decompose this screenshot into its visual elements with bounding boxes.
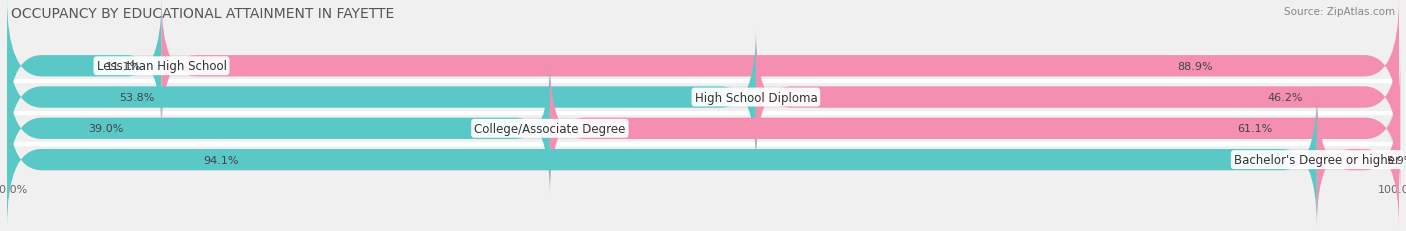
FancyBboxPatch shape [7, 93, 1317, 227]
FancyBboxPatch shape [7, 0, 1399, 134]
FancyBboxPatch shape [7, 0, 162, 134]
Text: 5.9%: 5.9% [1386, 155, 1406, 165]
Text: Source: ZipAtlas.com: Source: ZipAtlas.com [1284, 7, 1395, 17]
Text: 88.9%: 88.9% [1178, 61, 1213, 71]
Text: 61.1%: 61.1% [1237, 124, 1272, 134]
Text: College/Associate Degree: College/Associate Degree [474, 122, 626, 135]
FancyBboxPatch shape [1317, 93, 1399, 227]
Text: 53.8%: 53.8% [120, 93, 155, 103]
FancyBboxPatch shape [7, 30, 756, 165]
FancyBboxPatch shape [7, 61, 550, 196]
Text: Less than High School: Less than High School [97, 60, 226, 73]
Text: 11.1%: 11.1% [105, 61, 141, 71]
Text: 39.0%: 39.0% [89, 124, 124, 134]
FancyBboxPatch shape [550, 61, 1400, 196]
FancyBboxPatch shape [756, 30, 1399, 165]
FancyBboxPatch shape [7, 30, 1399, 165]
FancyBboxPatch shape [7, 61, 1399, 196]
Text: Bachelor's Degree or higher: Bachelor's Degree or higher [1234, 153, 1400, 166]
Text: 46.2%: 46.2% [1267, 93, 1302, 103]
FancyBboxPatch shape [7, 93, 1399, 227]
Text: High School Diploma: High School Diploma [695, 91, 817, 104]
FancyBboxPatch shape [162, 0, 1399, 134]
Text: OCCUPANCY BY EDUCATIONAL ATTAINMENT IN FAYETTE: OCCUPANCY BY EDUCATIONAL ATTAINMENT IN F… [11, 7, 395, 21]
Text: 94.1%: 94.1% [204, 155, 239, 165]
